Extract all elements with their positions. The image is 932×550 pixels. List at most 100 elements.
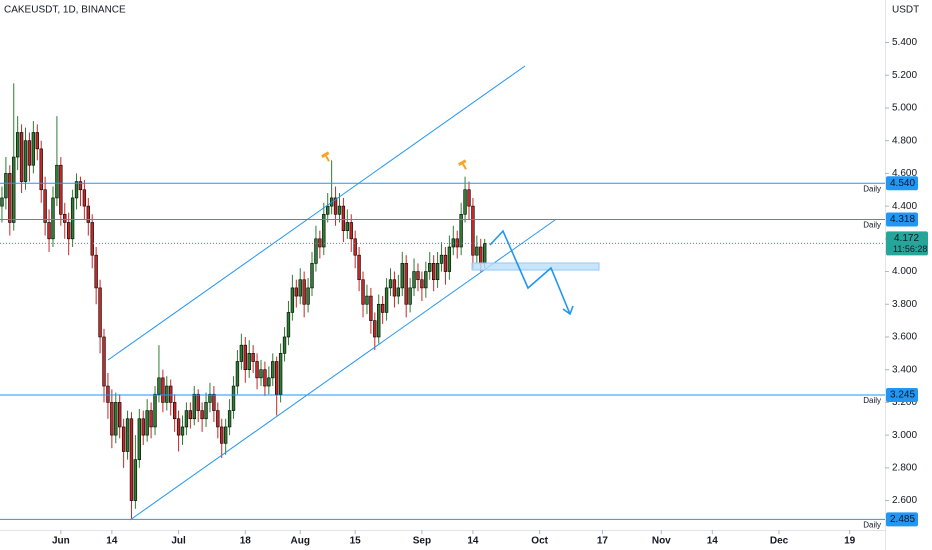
hammer-icon <box>321 151 330 162</box>
x-tick-label: 19 <box>844 536 856 547</box>
candle-body <box>39 148 43 191</box>
candle-body <box>55 164 59 199</box>
candle-body <box>208 393 212 403</box>
candle-body <box>223 426 228 444</box>
candle-body <box>43 189 47 223</box>
candle-body <box>172 402 177 420</box>
level-badge-label: 4.540 <box>890 178 915 189</box>
candle-body <box>200 410 204 420</box>
candle-body <box>169 385 173 403</box>
candle-body <box>141 418 145 436</box>
candle-body <box>188 410 193 420</box>
candle-body <box>157 377 161 395</box>
y-tick-label: 4.800 <box>892 135 917 146</box>
candle-body <box>471 205 475 256</box>
candle-body <box>396 287 401 297</box>
candle-body <box>439 254 444 264</box>
candle-body <box>282 336 287 354</box>
projection-path <box>489 229 571 315</box>
candle-body <box>275 361 279 395</box>
candle-body <box>459 213 463 248</box>
level-badge <box>886 212 918 227</box>
candle-body <box>137 418 141 460</box>
candle-body <box>216 410 220 428</box>
level-badge <box>886 388 918 403</box>
x-tick-label: Dec <box>770 536 789 547</box>
candle-body <box>408 287 412 305</box>
candle-body <box>220 426 224 444</box>
candle-body <box>400 263 404 289</box>
candle-body <box>392 279 397 297</box>
y-tick-label: 3.200 <box>892 397 917 408</box>
candle-body <box>47 222 51 240</box>
x-tick-label: Aug <box>291 536 310 547</box>
candle-body <box>314 238 318 264</box>
candle-body <box>271 361 275 379</box>
last-price-label: 4.172 <box>894 233 919 244</box>
candle-body <box>74 181 79 199</box>
candle-body <box>373 320 377 338</box>
candle-body <box>369 295 373 321</box>
x-tick-label: Jun <box>52 536 70 547</box>
candle-body <box>431 263 436 281</box>
candle-body <box>483 243 487 264</box>
candle-body <box>149 410 153 428</box>
candle-body <box>114 402 118 436</box>
candle-body <box>326 205 330 215</box>
y-tick-label: 4.000 <box>892 266 917 277</box>
y-tick-label: 3.800 <box>892 299 917 310</box>
level-badge <box>886 512 918 527</box>
candle-body <box>404 263 408 305</box>
zone-box <box>471 262 600 271</box>
candle-body <box>290 287 295 313</box>
y-tick-label: 2.600 <box>892 495 917 506</box>
candle-body <box>184 410 189 428</box>
channel-upper <box>107 65 526 361</box>
x-tick-label: Nov <box>652 536 671 547</box>
y-tick-label: 5.400 <box>892 37 917 48</box>
candle-body <box>23 140 28 182</box>
candle-body <box>31 132 36 166</box>
candle-body <box>192 393 196 420</box>
y-tick-label: 3.600 <box>892 332 917 343</box>
candle-body <box>380 303 385 313</box>
candle-body <box>204 402 208 420</box>
candle-body <box>420 279 424 289</box>
candle-body <box>98 287 102 338</box>
candle-body <box>435 263 440 281</box>
level-badge-label: 4.318 <box>890 214 915 225</box>
candle-body <box>35 132 39 150</box>
candle-body <box>416 271 420 281</box>
candle-body <box>129 418 134 501</box>
axis-unit: USDT <box>892 5 919 16</box>
candle-body <box>0 197 4 207</box>
candle-body <box>349 222 353 240</box>
candle-body <box>15 132 20 158</box>
candle-body <box>78 181 83 191</box>
candle-body <box>455 238 459 248</box>
candle-body <box>4 173 8 199</box>
countdown: 11:56:28 <box>893 244 927 254</box>
candle-body <box>12 156 16 223</box>
candle-body <box>259 369 263 379</box>
candle-body <box>345 222 350 231</box>
candle-body <box>361 279 365 305</box>
candle-body <box>424 271 428 289</box>
x-tick-label: 17 <box>597 536 609 547</box>
candle-body <box>90 222 94 256</box>
candle-body <box>82 189 87 207</box>
candle-body <box>251 353 255 362</box>
candle-body <box>475 246 479 256</box>
candle-body <box>333 197 338 215</box>
level-tag: Daily <box>863 184 881 193</box>
candle-body <box>239 344 244 362</box>
candle-body <box>341 205 346 231</box>
level-tag: Daily <box>863 396 881 405</box>
candle-body <box>337 205 342 215</box>
candle-body <box>153 393 157 428</box>
x-tick-label: 14 <box>467 536 479 547</box>
candle-body <box>19 132 24 182</box>
candle-body <box>302 279 306 305</box>
candle-body <box>365 295 369 305</box>
candle-body <box>67 222 71 240</box>
